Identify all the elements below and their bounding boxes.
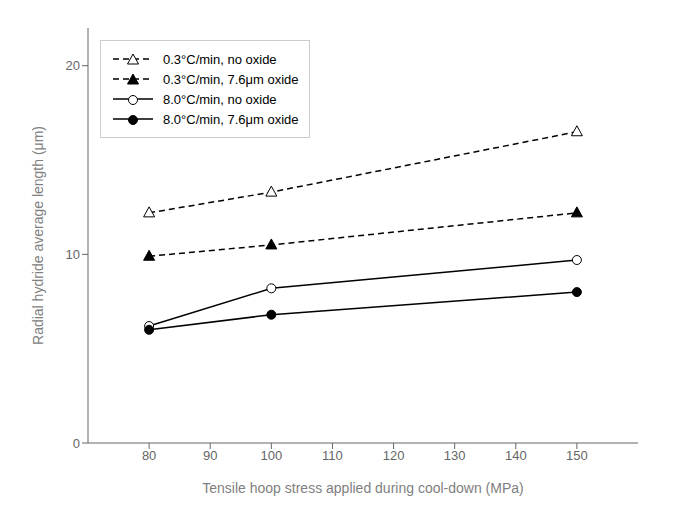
svg-text:90: 90	[203, 448, 217, 463]
svg-text:20: 20	[66, 58, 80, 73]
svg-text:140: 140	[505, 448, 527, 463]
svg-text:130: 130	[444, 448, 466, 463]
html-text:0.3°C/min, no oxide: 0.3°C/min, no oxide	[163, 51, 277, 67]
svg-text:150: 150	[566, 448, 588, 463]
svg-text:120: 120	[383, 448, 405, 463]
svg-text:Radial hydride average length: Radial hydride average length (μm)	[30, 126, 46, 345]
html-text:0.3°C/min, 7.6μm oxide: 0.3°C/min, 7.6μm oxide	[163, 71, 299, 87]
html-text:8.0°C/min, no oxide: 8.0°C/min, no oxide	[163, 91, 277, 107]
svg-text:100: 100	[260, 448, 282, 463]
svg-text:0: 0	[73, 436, 80, 451]
html-text:8.0°C/min, 7.6μm oxide: 8.0°C/min, 7.6μm oxide	[163, 111, 299, 127]
svg-text:Tensile hoop stress applied du: Tensile hoop stress applied during cool-…	[202, 480, 523, 496]
svg-text:110: 110	[322, 448, 343, 463]
svg-text:80: 80	[142, 448, 156, 463]
svg-text:10: 10	[66, 247, 80, 262]
